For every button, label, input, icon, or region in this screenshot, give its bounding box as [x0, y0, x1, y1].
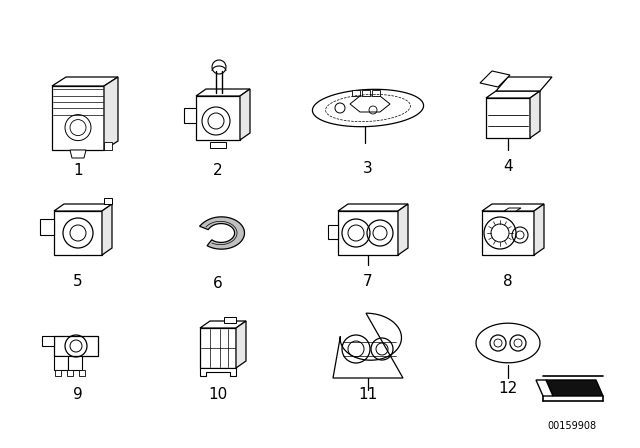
Text: 8: 8 [503, 273, 513, 289]
Polygon shape [68, 356, 82, 370]
Polygon shape [55, 370, 61, 376]
Polygon shape [79, 370, 85, 376]
Polygon shape [350, 96, 390, 112]
Polygon shape [372, 90, 380, 96]
Polygon shape [54, 204, 112, 211]
Polygon shape [496, 77, 552, 91]
Polygon shape [482, 204, 544, 211]
Polygon shape [70, 150, 86, 158]
Polygon shape [200, 217, 244, 249]
Polygon shape [236, 321, 246, 368]
Polygon shape [52, 86, 104, 150]
Polygon shape [104, 142, 112, 150]
Text: 11: 11 [358, 387, 378, 401]
Polygon shape [480, 71, 510, 87]
Text: 9: 9 [73, 387, 83, 401]
Polygon shape [196, 96, 240, 140]
Text: 4: 4 [503, 159, 513, 173]
Polygon shape [352, 90, 360, 96]
Text: 2: 2 [213, 163, 223, 177]
Polygon shape [200, 328, 236, 368]
Polygon shape [476, 323, 540, 363]
Polygon shape [486, 98, 530, 138]
Polygon shape [333, 313, 403, 378]
Polygon shape [312, 89, 424, 127]
Polygon shape [504, 208, 521, 211]
Polygon shape [102, 204, 112, 255]
Polygon shape [42, 336, 54, 346]
Polygon shape [224, 317, 236, 323]
Polygon shape [54, 336, 98, 356]
Polygon shape [534, 204, 544, 255]
Text: 1: 1 [73, 163, 83, 177]
Polygon shape [40, 219, 54, 235]
Polygon shape [54, 356, 68, 370]
Polygon shape [338, 211, 398, 255]
Polygon shape [546, 380, 603, 396]
Polygon shape [328, 225, 338, 239]
Polygon shape [398, 204, 408, 255]
Text: 5: 5 [73, 273, 83, 289]
Text: 3: 3 [363, 160, 373, 176]
Text: 00159908: 00159908 [547, 421, 596, 431]
Polygon shape [530, 91, 540, 138]
Polygon shape [240, 89, 250, 140]
Polygon shape [104, 198, 112, 204]
Polygon shape [200, 321, 246, 328]
Polygon shape [200, 368, 236, 376]
Polygon shape [536, 380, 553, 396]
Polygon shape [54, 211, 102, 255]
Polygon shape [210, 142, 226, 148]
Text: 6: 6 [213, 276, 223, 290]
Polygon shape [196, 89, 250, 96]
Polygon shape [184, 108, 196, 123]
Polygon shape [482, 211, 534, 255]
Polygon shape [362, 90, 370, 96]
Text: 7: 7 [363, 273, 373, 289]
Polygon shape [52, 77, 118, 86]
Polygon shape [486, 91, 540, 98]
Polygon shape [104, 77, 118, 150]
Text: 10: 10 [209, 387, 228, 401]
Polygon shape [67, 370, 73, 376]
Text: 12: 12 [499, 380, 518, 396]
Polygon shape [338, 204, 408, 211]
